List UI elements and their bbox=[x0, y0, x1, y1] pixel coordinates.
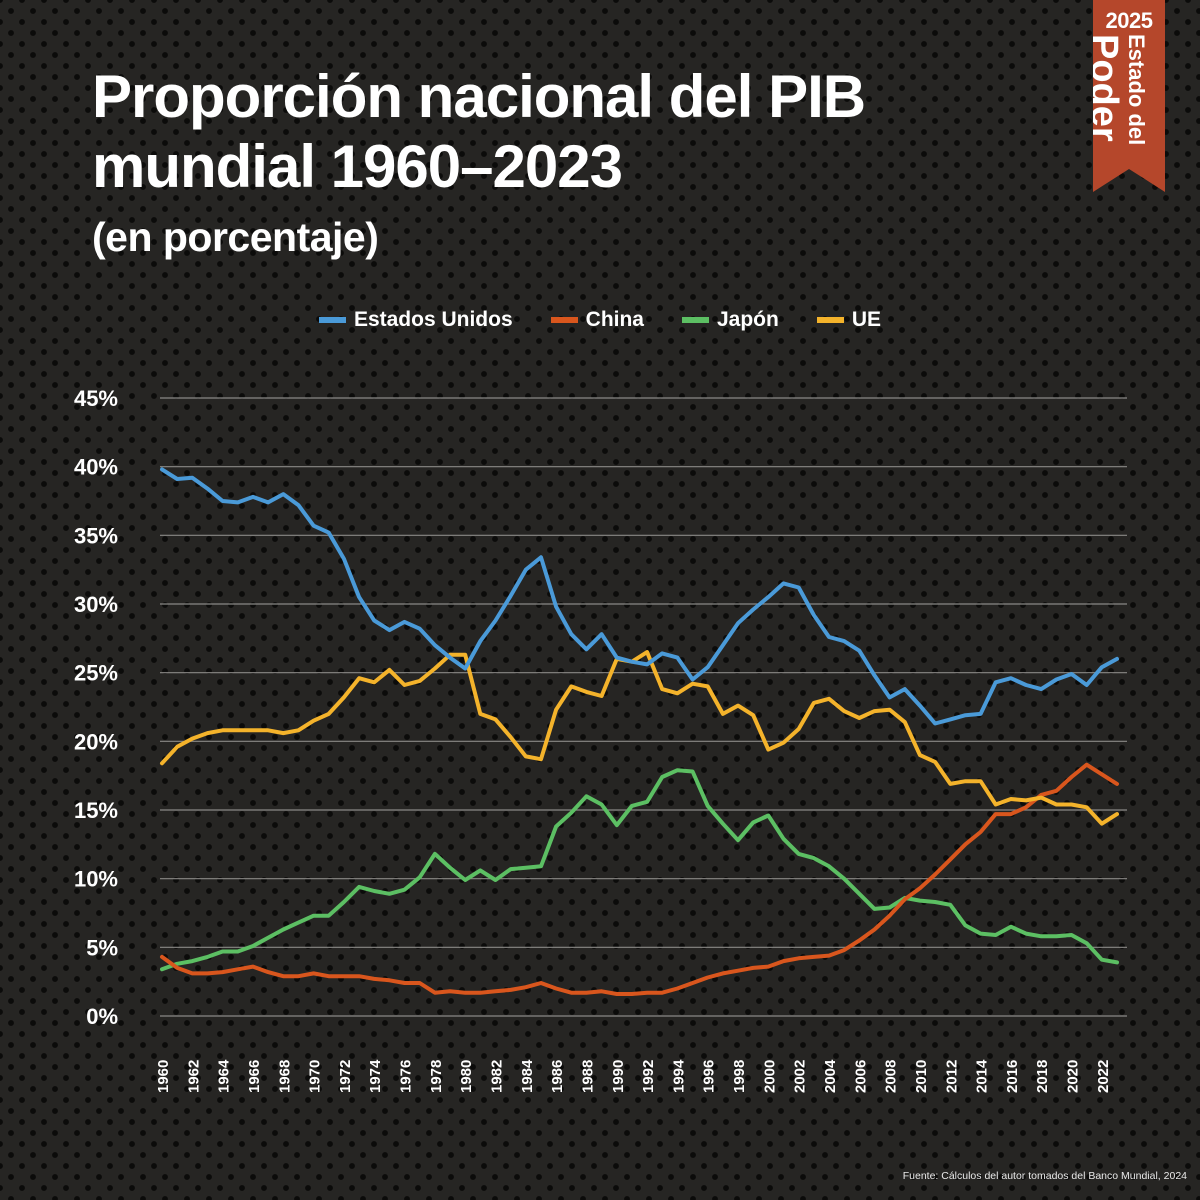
series-line-china bbox=[160, 762, 1119, 996]
x-tick-label: 2004 bbox=[822, 1059, 839, 1093]
title-line-2: mundial 1960–2023 bbox=[92, 133, 623, 200]
source-note: Fuente: Cálculos del autor tomados del B… bbox=[902, 1170, 1187, 1182]
x-tick-label: 1988 bbox=[579, 1060, 596, 1093]
y-tick-label: 10% bbox=[74, 867, 118, 892]
badge-year: 2025 bbox=[1105, 8, 1153, 33]
x-tick-label: 2006 bbox=[852, 1060, 869, 1093]
x-tick-label: 1994 bbox=[670, 1059, 687, 1093]
x-tick-label: 1962 bbox=[185, 1060, 202, 1093]
series-line-eu bbox=[160, 650, 1119, 826]
x-tick-label: 2020 bbox=[1065, 1060, 1082, 1093]
legend-swatch-japan bbox=[682, 317, 709, 323]
x-tick-label: 2014 bbox=[974, 1059, 991, 1093]
legend-swatch-china bbox=[550, 317, 578, 323]
y-tick-label: 40% bbox=[74, 455, 118, 480]
x-tick-label: 2002 bbox=[792, 1060, 809, 1093]
x-tick-label: 2010 bbox=[913, 1060, 930, 1093]
x-tick-label: 1998 bbox=[731, 1060, 748, 1093]
y-tick-label: 45% bbox=[74, 386, 118, 411]
y-tick-label: 15% bbox=[74, 798, 118, 823]
chart-legend: Estados Unidos China Japón UE bbox=[0, 308, 1200, 332]
chart-subtitle: (en porcentaje) bbox=[92, 214, 379, 260]
chart-title: Proporción nacional del PIB mundial 1960… bbox=[92, 62, 1052, 202]
x-tick-label: 1960 bbox=[155, 1060, 172, 1093]
x-tick-label: 1968 bbox=[276, 1060, 293, 1093]
x-tick-label: 1984 bbox=[519, 1059, 536, 1093]
edition-badge-ribbon: 2025 Estado del Poder bbox=[1093, 0, 1165, 192]
y-tick-label: 30% bbox=[74, 592, 118, 617]
x-tick-label: 2012 bbox=[943, 1060, 960, 1093]
legend-swatch-eu bbox=[816, 317, 844, 323]
legend-item-china: China bbox=[550, 308, 644, 332]
x-tick-label: 1976 bbox=[398, 1060, 415, 1093]
x-tick-label: 2000 bbox=[761, 1060, 778, 1093]
legend-item-eu: UE bbox=[816, 308, 882, 332]
legend-swatch-us bbox=[318, 317, 346, 323]
y-tick-label: 5% bbox=[86, 935, 118, 960]
series-line-us bbox=[160, 467, 1119, 726]
x-tick-label: 1970 bbox=[307, 1060, 324, 1093]
x-tick-label: 1990 bbox=[610, 1060, 627, 1093]
gridlines bbox=[160, 397, 1127, 1017]
legend-item-us: Estados Unidos bbox=[318, 308, 513, 332]
x-tick-label: 1992 bbox=[640, 1060, 657, 1093]
x-tick-label: 1966 bbox=[246, 1060, 263, 1093]
x-axis-tick-labels: 1960 1962 1964 1966 1968 1970 1972 1974 1976 1978… bbox=[155, 1059, 1112, 1093]
legend-label-japan: Japón bbox=[717, 308, 779, 331]
y-tick-label: 25% bbox=[74, 661, 118, 686]
series-lines bbox=[160, 467, 1119, 996]
title-line-1: Proporción nacional del PIB bbox=[92, 63, 866, 130]
x-tick-label: 1974 bbox=[367, 1059, 384, 1093]
x-tick-label: 1978 bbox=[428, 1060, 445, 1093]
x-tick-label: 1982 bbox=[488, 1060, 505, 1093]
x-tick-label: 1964 bbox=[216, 1059, 233, 1093]
x-tick-label: 1980 bbox=[458, 1060, 475, 1093]
x-tick-label: 2018 bbox=[1034, 1060, 1051, 1093]
x-tick-label: 2016 bbox=[1004, 1060, 1021, 1093]
legend-label-us: Estados Unidos bbox=[353, 308, 513, 331]
legend-item-japan: Japón bbox=[682, 308, 779, 332]
y-tick-label: 20% bbox=[74, 729, 118, 754]
x-tick-label: 2022 bbox=[1095, 1060, 1112, 1093]
series-line-japan bbox=[160, 768, 1119, 972]
x-tick-label: 1986 bbox=[549, 1060, 566, 1093]
x-tick-label: 1972 bbox=[337, 1060, 354, 1093]
legend-label-china: China bbox=[585, 308, 644, 331]
y-tick-label: 0% bbox=[86, 1004, 118, 1029]
x-tick-label: 1996 bbox=[701, 1060, 718, 1093]
legend-label-eu: UE bbox=[851, 308, 882, 331]
y-axis-tick-labels: 0% 5% 10% 15% 20% 25% 30% 35% 40% 45% bbox=[74, 386, 118, 1029]
x-tick-label: 2008 bbox=[883, 1060, 900, 1093]
y-tick-label: 35% bbox=[74, 523, 118, 548]
